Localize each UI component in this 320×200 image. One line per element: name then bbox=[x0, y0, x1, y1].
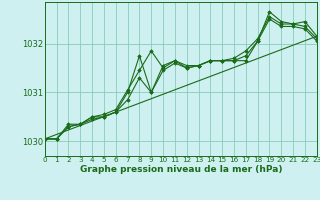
X-axis label: Graphe pression niveau de la mer (hPa): Graphe pression niveau de la mer (hPa) bbox=[80, 165, 282, 174]
